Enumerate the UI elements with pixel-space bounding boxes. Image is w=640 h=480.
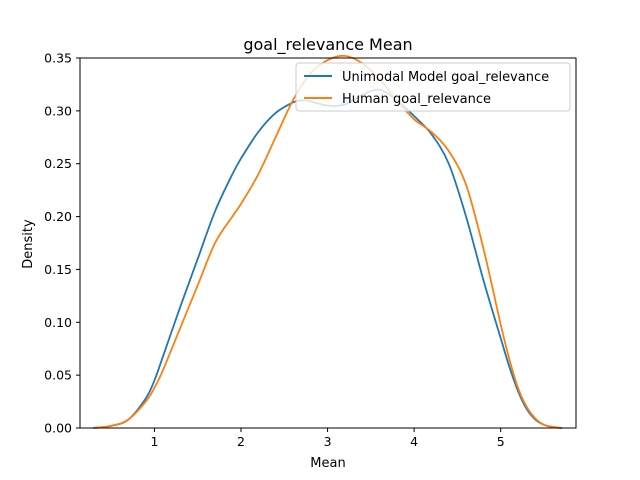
x-tick-label: 5 [497,434,505,449]
chart-title: goal_relevance Mean [243,35,412,55]
x-tick-label: 4 [410,434,418,449]
x-tick-label: 1 [150,434,158,449]
y-tick-label: 0.20 [44,209,72,224]
y-tick-label: 0.10 [44,315,72,330]
y-tick-label: 0.15 [44,262,72,277]
series-line-human [92,54,563,429]
axis-ticks: 1 2 3 4 5 0.00 0.05 0.10 0.15 0.20 0.25 0.30 0.35 [44,51,505,450]
y-tick-label: 0.35 [44,51,72,66]
y-tick-label: 0.00 [44,421,72,436]
legend-box [295,62,571,112]
legend-label-unimodal: Unimodal Model goal_relevance [342,70,549,85]
y-tick-label: 0.30 [44,103,72,118]
legend: Unimodal Model goal_relevance Human goal… [295,62,571,112]
series-line-unimodal [92,88,563,429]
x-axis-label: Mean [310,456,345,471]
x-tick-label: 3 [324,434,332,449]
x-tick-label: 2 [237,434,245,449]
y-tick-label: 0.25 [44,156,72,171]
y-axis-label: Density [21,219,36,269]
plot-frame [79,57,577,429]
legend-label-human: Human goal_relevance [342,92,491,107]
series-lines [92,54,563,429]
y-tick-label: 0.05 [44,368,72,383]
